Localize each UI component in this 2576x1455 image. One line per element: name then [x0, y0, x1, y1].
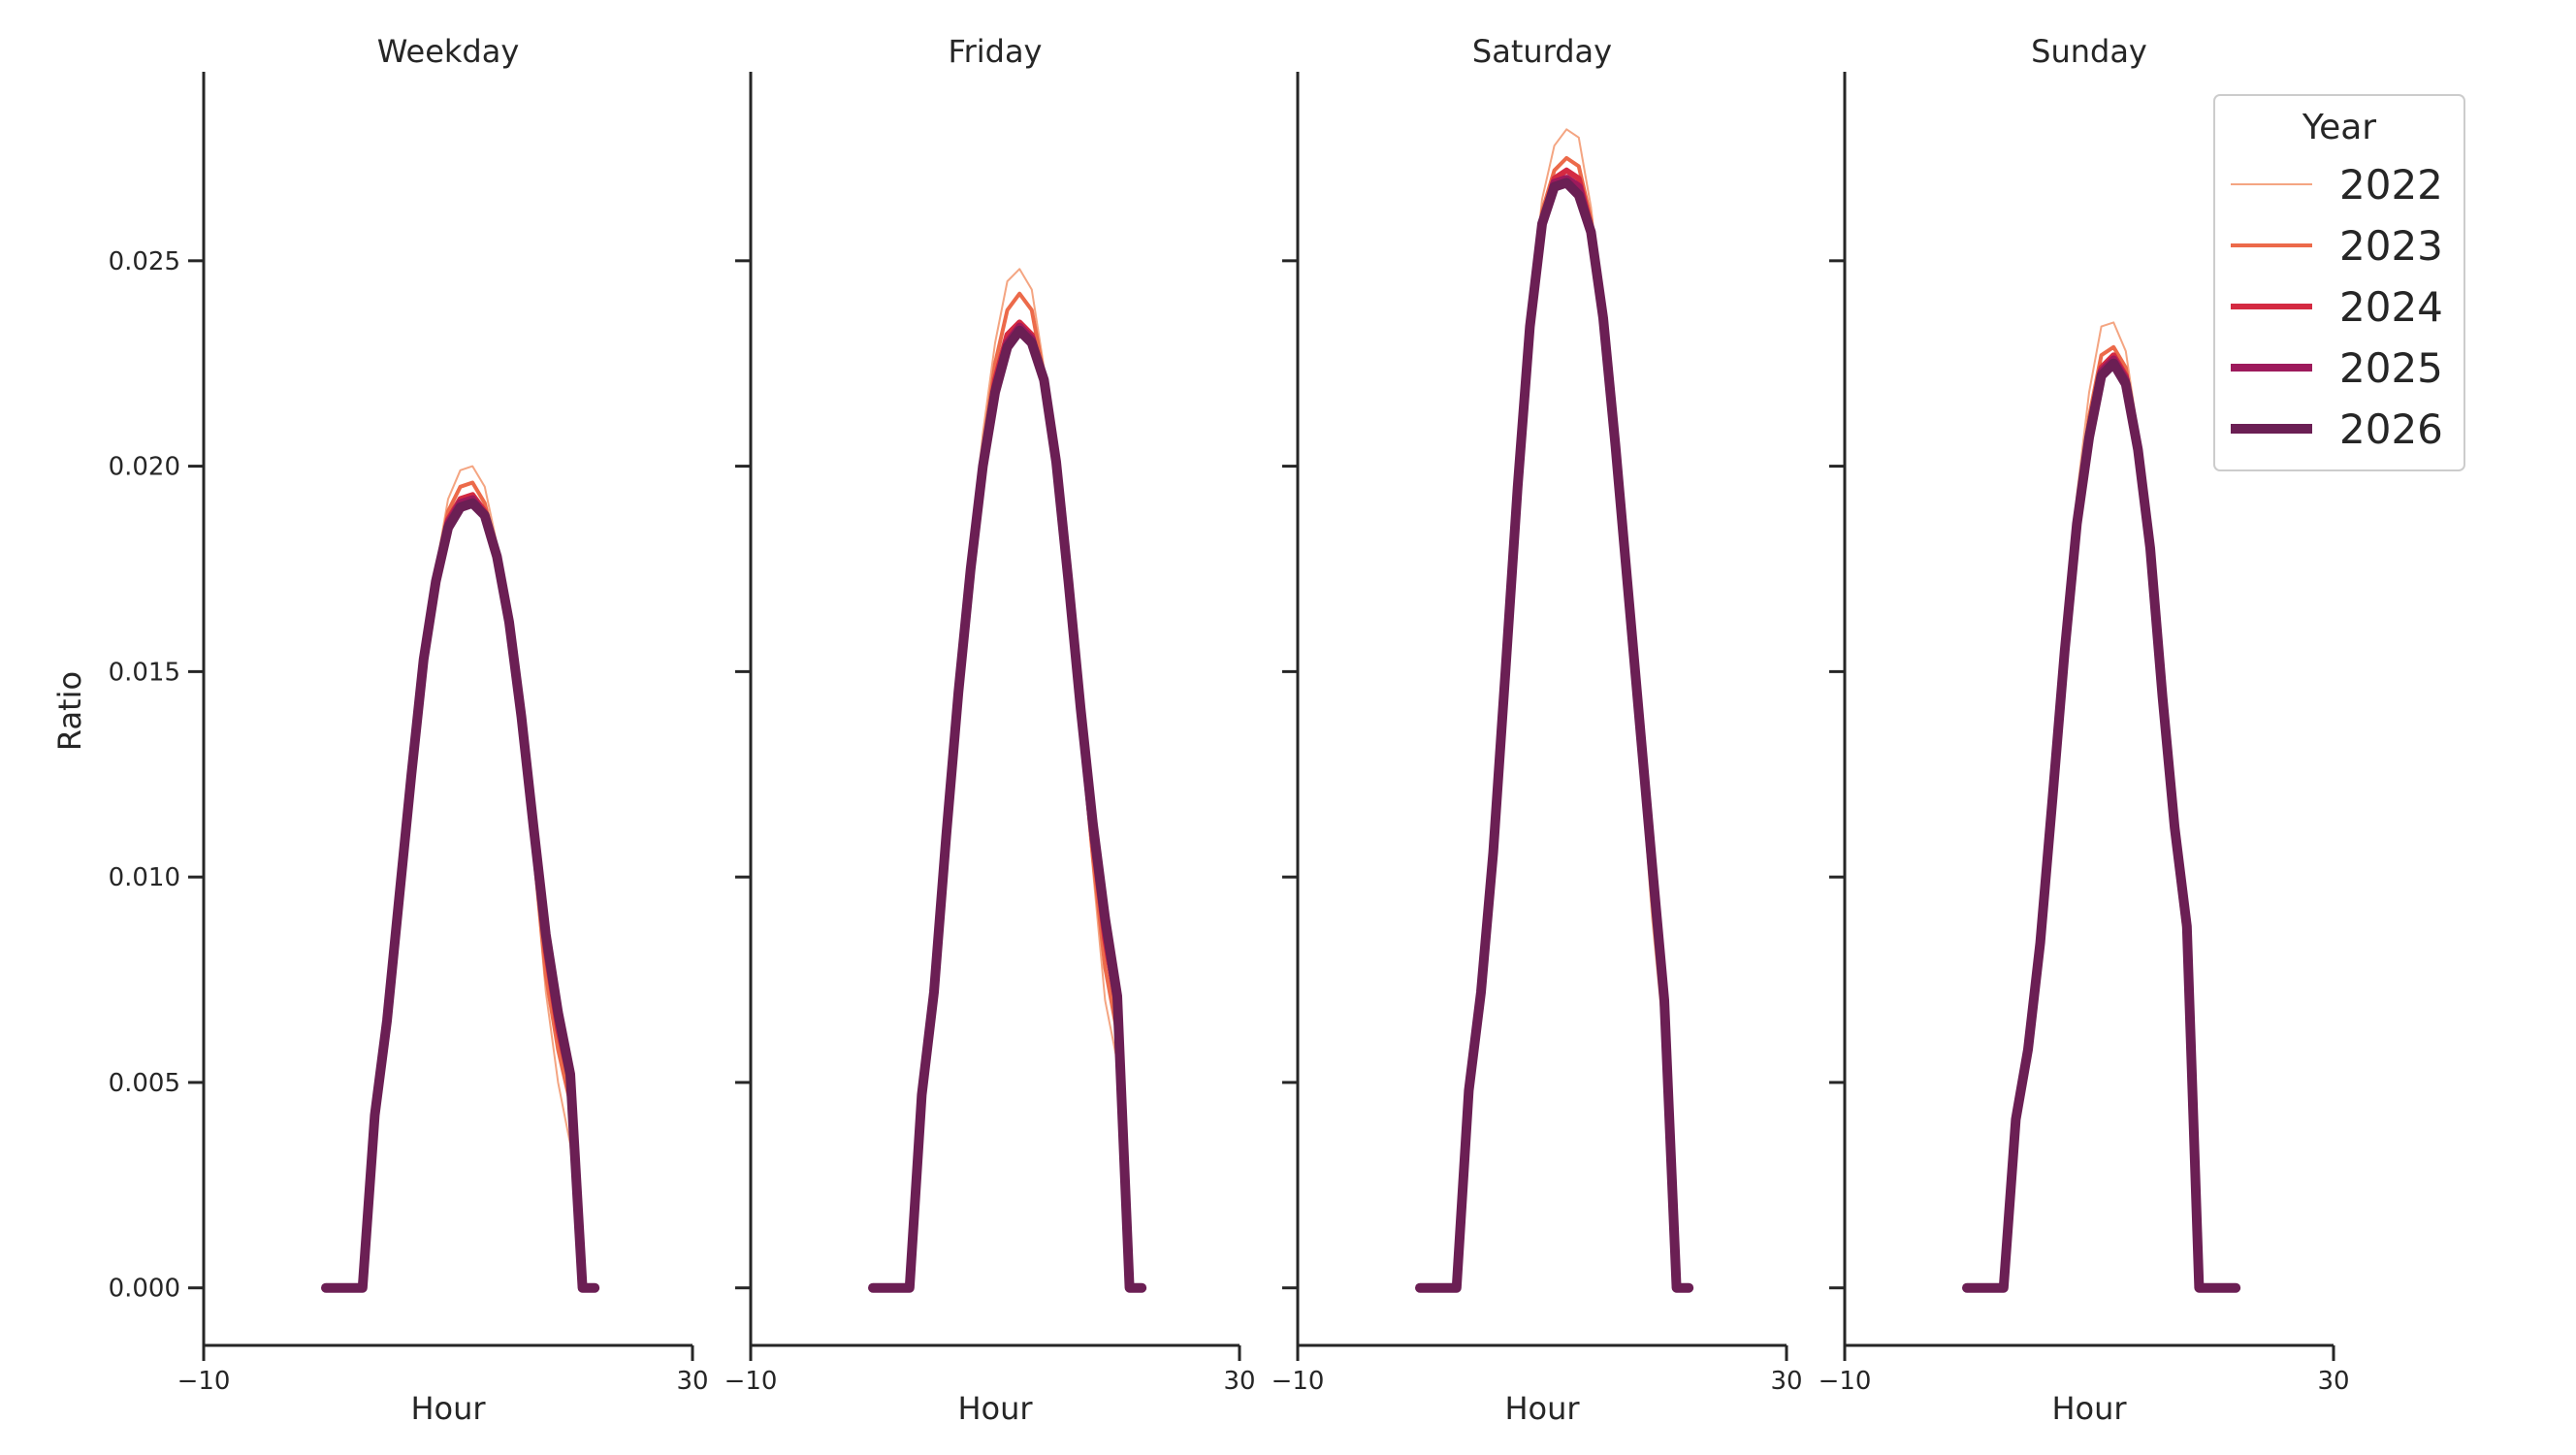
y-tick-label: 0.010 — [109, 863, 180, 892]
panel-title: Sunday — [2031, 33, 2147, 70]
x-axis-label: Hour — [2051, 1390, 2127, 1427]
x-tick-label: −10 — [1819, 1367, 1872, 1396]
legend-item-2024: 2024 — [2231, 283, 2443, 331]
panel-friday: Friday −10 30 Hour — [724, 33, 1256, 1427]
x-axis-label: Hour — [957, 1390, 1033, 1427]
panel-title: Friday — [949, 33, 1043, 70]
x-tick-label: 30 — [1770, 1367, 1802, 1396]
legend-items: 2022 2023 2024 2025 2026 — [2231, 161, 2443, 453]
x-tick-label: 30 — [676, 1367, 708, 1396]
panel-title: Saturday — [1472, 33, 1612, 70]
x-axis-label: Hour — [410, 1390, 486, 1427]
legend-title: Year — [2302, 108, 2376, 147]
panel-weekday: Weekday 0.000 0.005 0.010 0.015 0.020 0.025 −10… — [109, 33, 709, 1427]
x-tick-label: −10 — [177, 1367, 231, 1396]
legend-label: 2022 — [2339, 161, 2443, 209]
panel-saturday: Saturday −10 30 Hour — [1272, 33, 1803, 1427]
y-tick-label: 0.000 — [109, 1275, 180, 1304]
x-tick-label: 30 — [1223, 1367, 1255, 1396]
panel-sunday: Sunday −10 30 Hour — [1819, 33, 2350, 1427]
series-line-2026 — [321, 498, 600, 1293]
series-line-2026 — [1415, 178, 1694, 1293]
legend-item-2022: 2022 — [2231, 161, 2443, 209]
y-tick-label: 0.015 — [109, 658, 180, 687]
legend-item-2023: 2023 — [2231, 222, 2443, 270]
y-axis-label: Ratio — [51, 671, 88, 751]
y-tick-label: 0.020 — [109, 453, 180, 482]
legend-label: 2024 — [2339, 283, 2443, 331]
x-tick-label: 30 — [2317, 1367, 2349, 1396]
legend-frame — [2213, 94, 2465, 471]
legend-label: 2025 — [2339, 344, 2443, 392]
panels: Weekday 0.000 0.005 0.010 0.015 0.020 0.025 −10… — [109, 33, 2350, 1427]
legend-label: 2026 — [2339, 405, 2443, 453]
legend-item-2025: 2025 — [2231, 344, 2443, 392]
series-line-2026 — [1962, 358, 2241, 1293]
series-line-2026 — [868, 325, 1147, 1293]
y-tick-label: 0.005 — [109, 1069, 180, 1098]
legend-item-2026: 2026 — [2231, 405, 2443, 453]
panel-title: Weekday — [377, 33, 520, 70]
x-tick-label: −10 — [1272, 1367, 1325, 1396]
y-tick-label: 0.025 — [109, 247, 180, 276]
x-tick-label: −10 — [724, 1367, 778, 1396]
legend-label: 2023 — [2339, 222, 2443, 270]
x-axis-label: Hour — [1504, 1390, 1580, 1427]
legend: Year 2022 2023 2024 2025 2026 — [2213, 94, 2465, 471]
